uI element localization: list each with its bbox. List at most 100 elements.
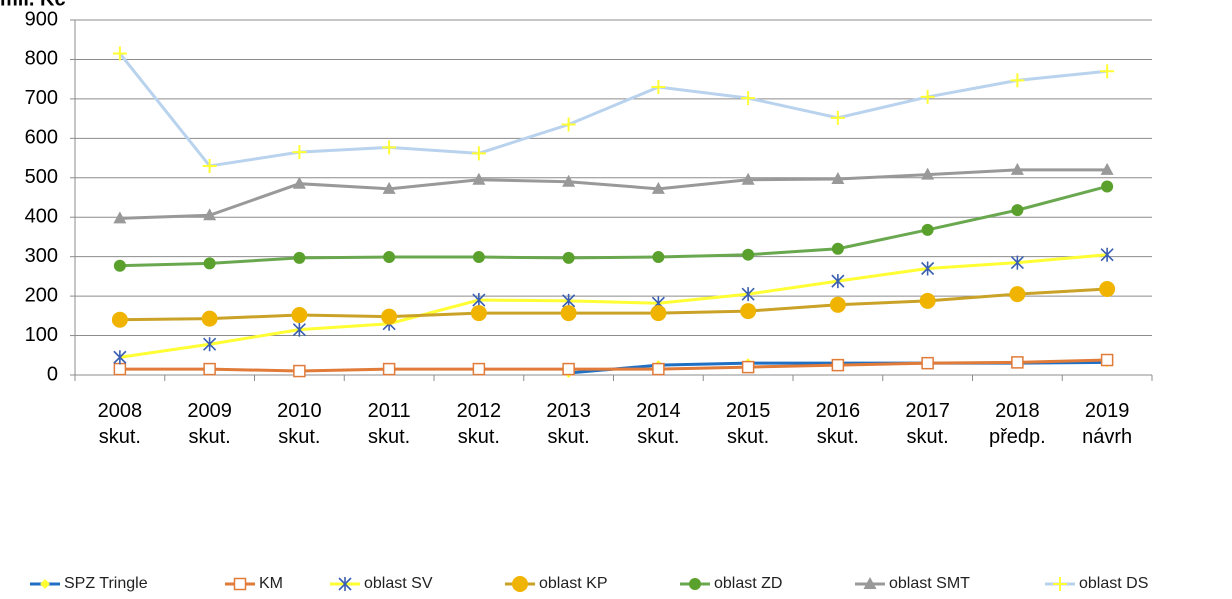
- y-tick-label: 300: [25, 245, 58, 267]
- y-tick-label: 0: [47, 363, 58, 385]
- marker: [651, 80, 666, 95]
- marker: [652, 362, 665, 376]
- marker: [741, 172, 755, 185]
- legend-label: KM: [259, 575, 283, 592]
- marker: [921, 261, 935, 276]
- x-tick-label: 2012 skut.: [457, 400, 502, 448]
- marker: [382, 181, 396, 194]
- marker: [203, 362, 216, 376]
- marker: [472, 293, 486, 308]
- series-line: [119, 185, 1108, 268]
- x-tick-label: 2013 skut.: [546, 400, 591, 448]
- legend-label: oblast ZD: [714, 575, 782, 592]
- marker: [651, 181, 665, 194]
- series-line: [119, 358, 1108, 373]
- marker: [741, 360, 755, 374]
- marker: [471, 146, 486, 161]
- x-tick-label: 2016 skut.: [816, 400, 861, 448]
- y-tick-label: 700: [25, 87, 58, 109]
- x-tick-label: 2019 návrh: [1082, 400, 1132, 448]
- marker: [381, 308, 398, 325]
- x-tick-label: 2015 skut.: [726, 400, 771, 448]
- marker: [562, 174, 576, 187]
- marker: [1010, 73, 1025, 88]
- x-tick-label: 2008 skut.: [98, 400, 143, 448]
- y-tick-label: 600: [25, 127, 58, 149]
- marker: [383, 251, 396, 264]
- x-tick-label: 2010 skut.: [277, 400, 322, 448]
- series-line: [119, 253, 1108, 359]
- x-tick-label: 2011 skut.: [368, 400, 411, 448]
- marker: [1010, 255, 1024, 270]
- marker: [293, 251, 306, 264]
- x-tick-label: 2018 předp.: [989, 400, 1046, 448]
- marker: [1009, 286, 1026, 303]
- legend-marker: [689, 578, 701, 590]
- y-tick-label: 400: [25, 206, 58, 228]
- marker: [921, 223, 934, 236]
- marker: [472, 362, 486, 376]
- x-tick-label: 2017 skut.: [905, 400, 950, 448]
- marker: [831, 242, 844, 255]
- marker: [829, 296, 846, 313]
- marker: [202, 158, 217, 173]
- marker: [1011, 356, 1024, 369]
- marker: [1100, 64, 1115, 79]
- y-tick-label: 900: [25, 8, 58, 30]
- y-tick-label: 200: [25, 284, 58, 306]
- marker: [921, 356, 934, 370]
- legend-marker: [512, 576, 528, 592]
- marker: [472, 251, 485, 264]
- marker: [741, 287, 755, 302]
- legend-label: oblast KP: [539, 575, 607, 592]
- marker: [113, 362, 127, 376]
- legend-marker: [40, 579, 50, 589]
- marker: [113, 350, 127, 365]
- marker: [292, 145, 307, 160]
- marker: [470, 305, 487, 322]
- series-line: [119, 168, 1108, 220]
- legend-marker: [233, 577, 247, 591]
- series-line: [119, 287, 1108, 322]
- marker: [921, 167, 935, 180]
- marker: [920, 89, 935, 104]
- marker: [203, 208, 217, 221]
- marker: [1010, 162, 1024, 175]
- marker: [293, 364, 306, 378]
- y-axis-label: mil. Kč: [0, 0, 66, 10]
- marker: [831, 171, 845, 184]
- marker: [203, 337, 217, 352]
- marker: [650, 305, 667, 322]
- x-tick-label: 2009 skut.: [187, 400, 232, 448]
- marker: [201, 310, 218, 327]
- y-tick-label: 800: [25, 48, 58, 70]
- marker: [919, 292, 936, 309]
- marker: [1101, 180, 1114, 193]
- legend-label: oblast SV: [364, 575, 433, 592]
- marker: [292, 322, 306, 337]
- marker: [1100, 162, 1114, 175]
- marker: [560, 305, 577, 322]
- marker: [561, 117, 576, 132]
- marker: [742, 248, 755, 261]
- marker: [111, 311, 128, 328]
- marker: [562, 251, 575, 264]
- marker: [740, 303, 757, 320]
- marker: [291, 307, 308, 324]
- y-tick-label: 500: [25, 166, 58, 188]
- marker: [472, 172, 486, 185]
- marker: [831, 358, 845, 372]
- legend-marker: [338, 577, 352, 591]
- marker: [1099, 281, 1116, 298]
- legend-label: oblast SMT: [889, 575, 970, 592]
- legend-label: SPZ Tringle: [64, 575, 148, 592]
- marker: [831, 274, 845, 289]
- legend-marker: [863, 577, 877, 589]
- marker: [1100, 247, 1114, 262]
- marker: [741, 91, 756, 106]
- marker: [113, 211, 127, 224]
- marker: [830, 110, 845, 125]
- x-tick-label: 2014 skut.: [636, 400, 681, 448]
- marker: [203, 257, 216, 270]
